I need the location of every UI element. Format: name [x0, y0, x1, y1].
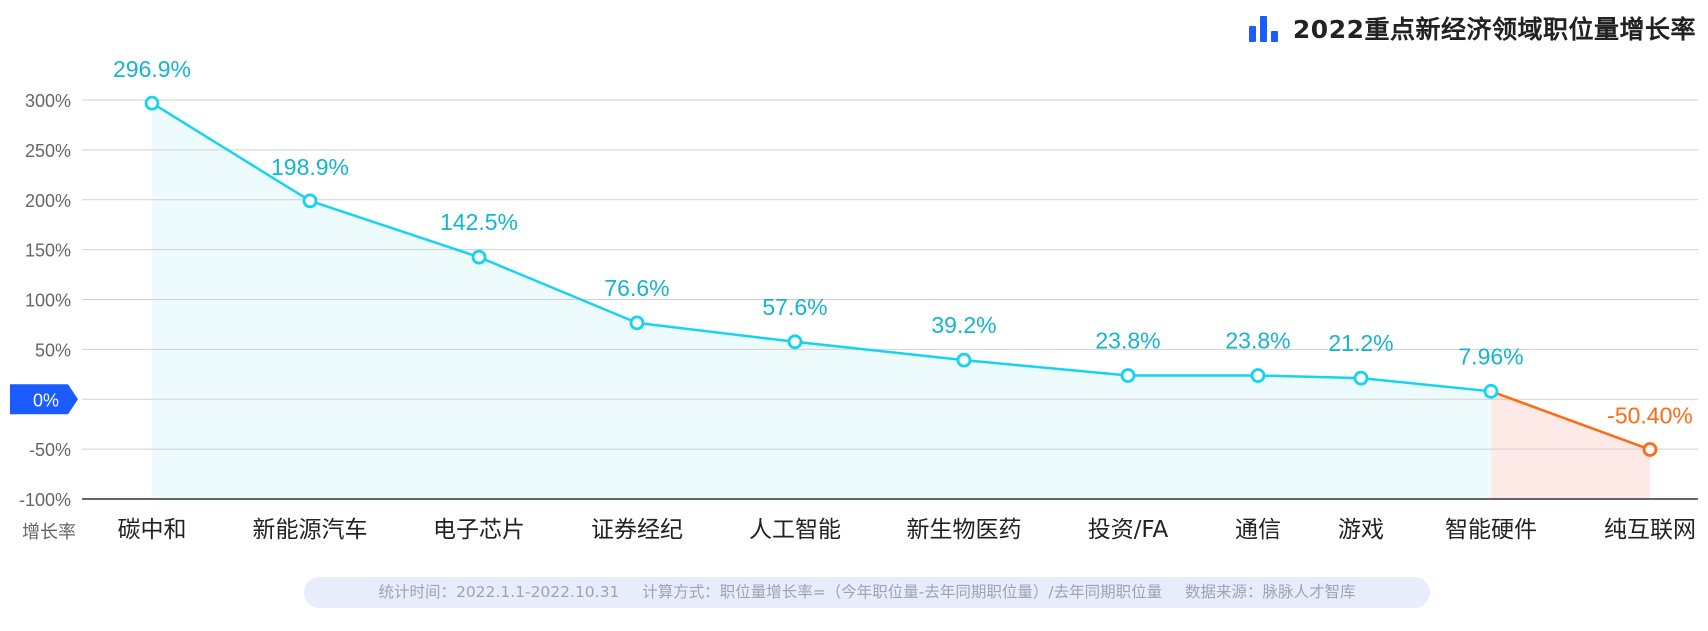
data-point — [144, 95, 160, 111]
series-line-layer — [151, 102, 1651, 451]
negative-area-fill — [1491, 391, 1650, 499]
x-tick-label: 新生物医药 — [907, 517, 1022, 543]
data-point — [629, 315, 645, 331]
y-tick-label: 150% — [25, 241, 71, 261]
data-label: 23.8% — [1095, 328, 1160, 354]
area-fill-layer — [152, 103, 1650, 499]
series-line-positive — [151, 102, 1492, 393]
x-tick-label: 碳中和 — [118, 517, 187, 543]
data-label: 23.8% — [1225, 328, 1290, 354]
x-tick-label: 新能源汽车 — [253, 517, 368, 543]
data-point — [1642, 442, 1658, 457]
x-tick-label: 证券经纪 — [591, 517, 683, 543]
data-label: 21.2% — [1328, 330, 1393, 356]
chart-title-block: 2022重点新经济领域职位量增长率 — [1248, 10, 1696, 46]
x-tick-label: 通信 — [1235, 517, 1281, 543]
footnote-source: 数据来源：脉脉人才智库 — [1185, 583, 1356, 601]
x-tick-label: 纯互联网 — [1604, 517, 1696, 543]
y-tick-layer: 300% 250% 200% 150% 100% 50% 0% -50% -100% — [10, 91, 78, 510]
data-label: 76.6% — [604, 275, 669, 301]
x-tick-label: 游戏 — [1338, 517, 1384, 543]
data-point — [1483, 383, 1499, 399]
y-tick-label: 300% — [25, 91, 71, 111]
data-label: 296.9% — [113, 56, 191, 82]
footnote-bar: 统计时间：2022.1.1-2022.10.31 计算方式：职位量增长率=（今年… — [304, 577, 1430, 608]
data-label: 142.5% — [440, 209, 518, 235]
y-tick-label: 200% — [25, 191, 71, 211]
data-label-layer: 296.9% 198.9% 142.5% 76.6% 57.6% 39.2% 23.8% 23… — [113, 56, 1693, 428]
data-label: -50.40% — [1607, 403, 1693, 429]
data-label: 198.9% — [271, 154, 349, 180]
data-point — [1120, 368, 1136, 383]
y-tick-label: 250% — [25, 141, 71, 161]
chart-title: 2022重点新经济领域职位量增长率 — [1292, 15, 1696, 44]
data-point — [787, 334, 803, 350]
data-label: 57.6% — [762, 294, 827, 320]
x-tick-label: 投资/FA — [1088, 517, 1169, 543]
y-tick-label: 50% — [35, 340, 71, 360]
data-label: 7.96% — [1458, 343, 1523, 369]
y-tick-label: -100% — [19, 490, 71, 510]
footnote-method: 计算方式：职位量增长率=（今年职位量-去年同期职位量）/去年同期职位量 — [642, 583, 1163, 601]
y-tick-label: -50% — [29, 440, 71, 460]
x-tick-layer: 碳中和 新能源汽车 电子芯片 证券经纪 人工智能 新生物医药 投资/FA 通信 游戏 智能硬件 纯互… — [118, 517, 1697, 543]
y-tick-label: 100% — [25, 291, 71, 311]
x-tick-label: 人工智能 — [749, 517, 841, 543]
footnote-period: 统计时间：2022.1.1-2022.10.31 — [378, 583, 620, 601]
series-line-negative — [1490, 390, 1651, 451]
y-tick-label: 0% — [33, 390, 59, 410]
grid-layer — [82, 99, 1698, 500]
x-axis-label: 增长率 — [22, 522, 76, 543]
zero-badge — [10, 384, 78, 415]
x-tick-label: 智能硬件 — [1445, 517, 1537, 543]
data-label: 39.2% — [931, 312, 996, 338]
data-point — [471, 249, 487, 265]
x-tick-label: 电子芯片 — [433, 517, 525, 543]
positive-area-fill — [152, 103, 1491, 499]
bar-chart-icon — [1248, 14, 1283, 42]
data-point — [1353, 370, 1369, 386]
data-point-layer — [144, 95, 1658, 457]
data-point — [302, 193, 318, 209]
data-point — [956, 352, 972, 368]
data-point — [1250, 368, 1266, 383]
